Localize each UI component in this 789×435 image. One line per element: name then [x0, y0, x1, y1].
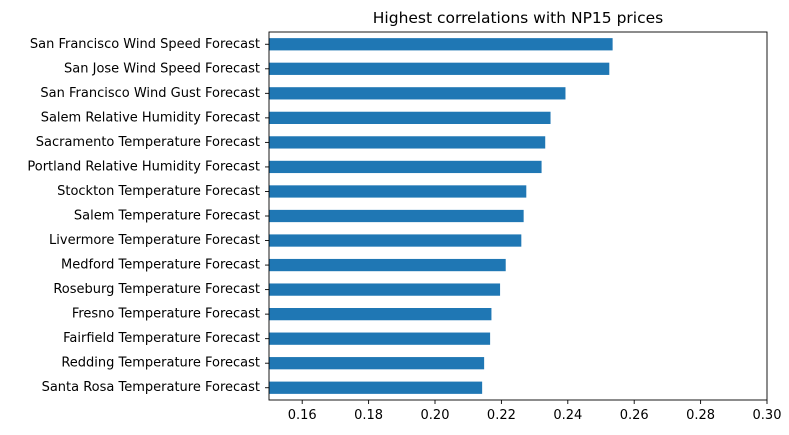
y-tick-label: Fairfield Temperature Forecast — [63, 331, 260, 346]
y-tick-label: San Francisco Wind Speed Forecast — [30, 37, 260, 52]
x-tick-label: 0.20 — [421, 408, 450, 423]
y-tick-label: Medford Temperature Forecast — [61, 258, 260, 273]
bar — [269, 357, 485, 370]
chart-title: Highest correlations with NP15 prices — [373, 9, 663, 27]
y-tick-labels: San Francisco Wind Speed Forecast San Jos… — [27, 37, 269, 395]
bar — [269, 38, 613, 51]
bar — [269, 111, 551, 124]
bar — [269, 87, 566, 100]
x-tick-label: 0.18 — [354, 408, 383, 423]
y-tick-label: Redding Temperature Forecast — [61, 356, 260, 371]
y-tick-label: Fresno Temperature Forecast — [72, 307, 260, 322]
bar — [269, 209, 524, 223]
bar — [269, 136, 546, 149]
x-axis-ticks: 0.16 0.18 0.20 0.22 0.24 0.26 0.28 0.30 — [288, 400, 782, 423]
bar — [269, 381, 483, 394]
x-tick-label: 0.30 — [753, 408, 782, 423]
bar — [269, 332, 491, 345]
y-tick-label: Sacramento Temperature Forecast — [36, 135, 260, 150]
y-tick-label: Portland Relative Humidity Forecast — [27, 159, 260, 174]
x-tick-label: 0.28 — [686, 408, 715, 423]
bar — [269, 160, 542, 174]
bar — [269, 283, 501, 296]
y-tick-label: San Jose Wind Speed Forecast — [64, 61, 260, 76]
y-tick-label: Salem Relative Humidity Forecast — [41, 110, 260, 125]
bar — [269, 308, 492, 321]
x-tick-label: 0.22 — [487, 408, 516, 423]
y-tick-label: Salem Temperature Forecast — [74, 209, 260, 224]
plot-frame — [268, 31, 768, 401]
bar — [269, 234, 522, 247]
y-tick-label: Roseburg Temperature Forecast — [53, 282, 260, 297]
y-tick-label: Livermore Temperature Forecast — [49, 233, 260, 248]
y-tick-label: San Francisco Wind Gust Forecast — [40, 86, 260, 101]
x-tick-label: 0.24 — [553, 408, 582, 423]
bars-layer — [269, 38, 613, 394]
x-tick-label: 0.26 — [620, 408, 649, 423]
bar — [269, 185, 527, 198]
y-tick-label: Stockton Temperature Forecast — [57, 184, 260, 199]
x-tick-label: 0.16 — [288, 408, 317, 423]
bar — [269, 62, 610, 75]
bar — [269, 258, 506, 272]
y-tick-label: Santa Rosa Temperature Forecast — [42, 380, 260, 395]
